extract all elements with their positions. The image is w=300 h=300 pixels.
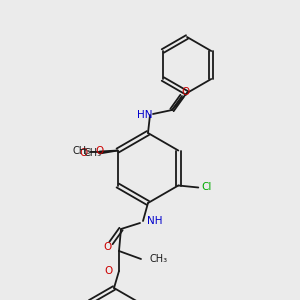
Text: O: O [80, 148, 88, 158]
Text: HN: HN [137, 110, 153, 120]
Text: CH₃: CH₃ [73, 146, 91, 157]
Text: O: O [105, 266, 113, 276]
Text: O: O [182, 87, 190, 97]
Text: O: O [96, 146, 104, 157]
Text: O: O [103, 242, 111, 252]
Text: CH₃: CH₃ [149, 254, 167, 264]
Text: CH₃: CH₃ [84, 148, 102, 158]
Text: NH: NH [147, 216, 163, 226]
Text: Cl: Cl [201, 182, 211, 193]
